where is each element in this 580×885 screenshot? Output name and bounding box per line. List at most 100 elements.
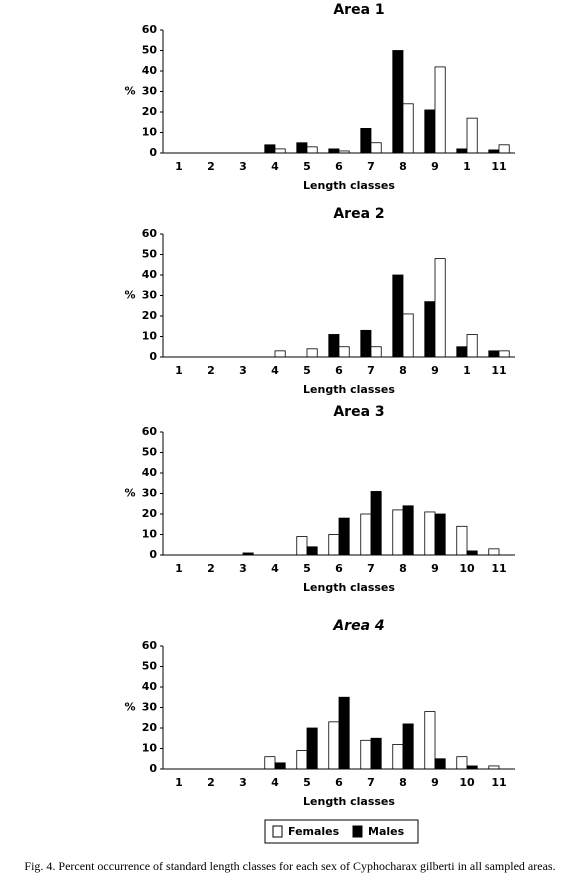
y-tick-label: 40 [142, 680, 158, 693]
bar [392, 744, 404, 770]
y-tick-label: 0 [149, 350, 157, 363]
bar [306, 348, 318, 358]
x-tick-label: 4 [271, 364, 279, 377]
chart-title: Area 4 [332, 618, 384, 634]
bar [360, 329, 372, 358]
bar [424, 109, 436, 154]
bar [274, 762, 286, 770]
bar [328, 334, 340, 358]
y-tick-label: 50 [142, 44, 158, 57]
bar [338, 517, 350, 556]
x-tick-label: 1 [463, 364, 471, 377]
bar [434, 758, 446, 770]
x-tick-label: 3 [239, 776, 247, 789]
x-tick-label: 5 [303, 562, 311, 575]
y-tick-label: 30 [142, 487, 158, 500]
x-axis-label: Length classes [303, 383, 395, 396]
x-tick-label: 6 [335, 364, 343, 377]
x-tick-label: 9 [431, 160, 439, 173]
bar [434, 66, 446, 154]
x-tick-label: 5 [303, 160, 311, 173]
bar [456, 756, 468, 770]
x-tick-label: 11 [491, 364, 506, 377]
bar [296, 750, 308, 770]
chart-title: Area 3 [333, 404, 384, 420]
bar [424, 511, 436, 556]
bar [434, 258, 446, 358]
x-tick-label: 5 [303, 776, 311, 789]
legend-swatch [272, 825, 283, 838]
bar [466, 334, 478, 358]
bar [338, 696, 350, 770]
x-tick-label: 8 [399, 160, 407, 173]
x-tick-label: 7 [367, 776, 375, 789]
y-tick-label: 30 [142, 701, 158, 714]
bar [370, 737, 382, 770]
bar [402, 505, 414, 556]
y-tick-label: 60 [142, 227, 158, 240]
y-tick-label: 40 [142, 268, 158, 281]
bar [392, 509, 404, 556]
bar [402, 103, 414, 154]
x-tick-label: 1 [463, 160, 471, 173]
bar [424, 301, 436, 358]
y-tick-label: 10 [142, 742, 158, 755]
y-tick-label: 40 [142, 466, 158, 479]
x-tick-label: 8 [399, 364, 407, 377]
bar [466, 550, 478, 556]
y-tick-label: 0 [149, 146, 157, 159]
y-axis-label: % [124, 289, 135, 302]
x-axis-label: Length classes [303, 581, 395, 594]
bar [264, 144, 276, 154]
x-tick-label: 2 [207, 160, 215, 173]
y-tick-label: 60 [142, 23, 158, 36]
y-axis-label: % [124, 487, 135, 500]
y-tick-label: 30 [142, 289, 158, 302]
bar [370, 142, 382, 154]
y-axis-label: % [124, 701, 135, 714]
legend-label: Females [288, 825, 340, 838]
x-tick-label: 2 [207, 364, 215, 377]
bar [264, 756, 276, 770]
x-tick-label: 7 [367, 364, 375, 377]
bar [488, 548, 500, 556]
x-tick-label: 6 [335, 776, 343, 789]
y-tick-label: 50 [142, 446, 158, 459]
x-tick-label: 6 [335, 562, 343, 575]
x-tick-label: 1 [175, 364, 183, 377]
x-tick-label: 1 [175, 776, 183, 789]
bar [338, 346, 350, 358]
y-tick-label: 20 [142, 309, 158, 322]
x-tick-label: 1 [175, 160, 183, 173]
x-tick-label: 9 [431, 776, 439, 789]
bar [296, 142, 308, 154]
bar [274, 350, 286, 358]
x-tick-label: 8 [399, 776, 407, 789]
x-axis-label: Length classes [303, 179, 395, 192]
bar [328, 148, 340, 154]
bar [456, 346, 468, 358]
y-tick-label: 0 [149, 548, 157, 561]
x-tick-label: 10 [459, 776, 475, 789]
x-tick-label: 11 [491, 160, 506, 173]
x-tick-label: 9 [431, 364, 439, 377]
bar [434, 513, 446, 556]
x-axis-label: Length classes [303, 795, 395, 808]
bar [498, 350, 510, 358]
bar [360, 513, 372, 556]
bar [392, 50, 404, 154]
x-tick-label: 5 [303, 364, 311, 377]
legend-box [264, 819, 419, 844]
bar [274, 148, 286, 154]
y-tick-label: 10 [142, 330, 158, 343]
y-tick-label: 20 [142, 507, 158, 520]
x-tick-label: 10 [459, 562, 475, 575]
bar [466, 117, 478, 154]
bar [424, 711, 436, 770]
bar [360, 739, 372, 770]
legend-label: Males [368, 825, 405, 838]
legend-swatch [352, 825, 363, 838]
y-tick-label: 0 [149, 762, 157, 775]
x-tick-label: 7 [367, 562, 375, 575]
